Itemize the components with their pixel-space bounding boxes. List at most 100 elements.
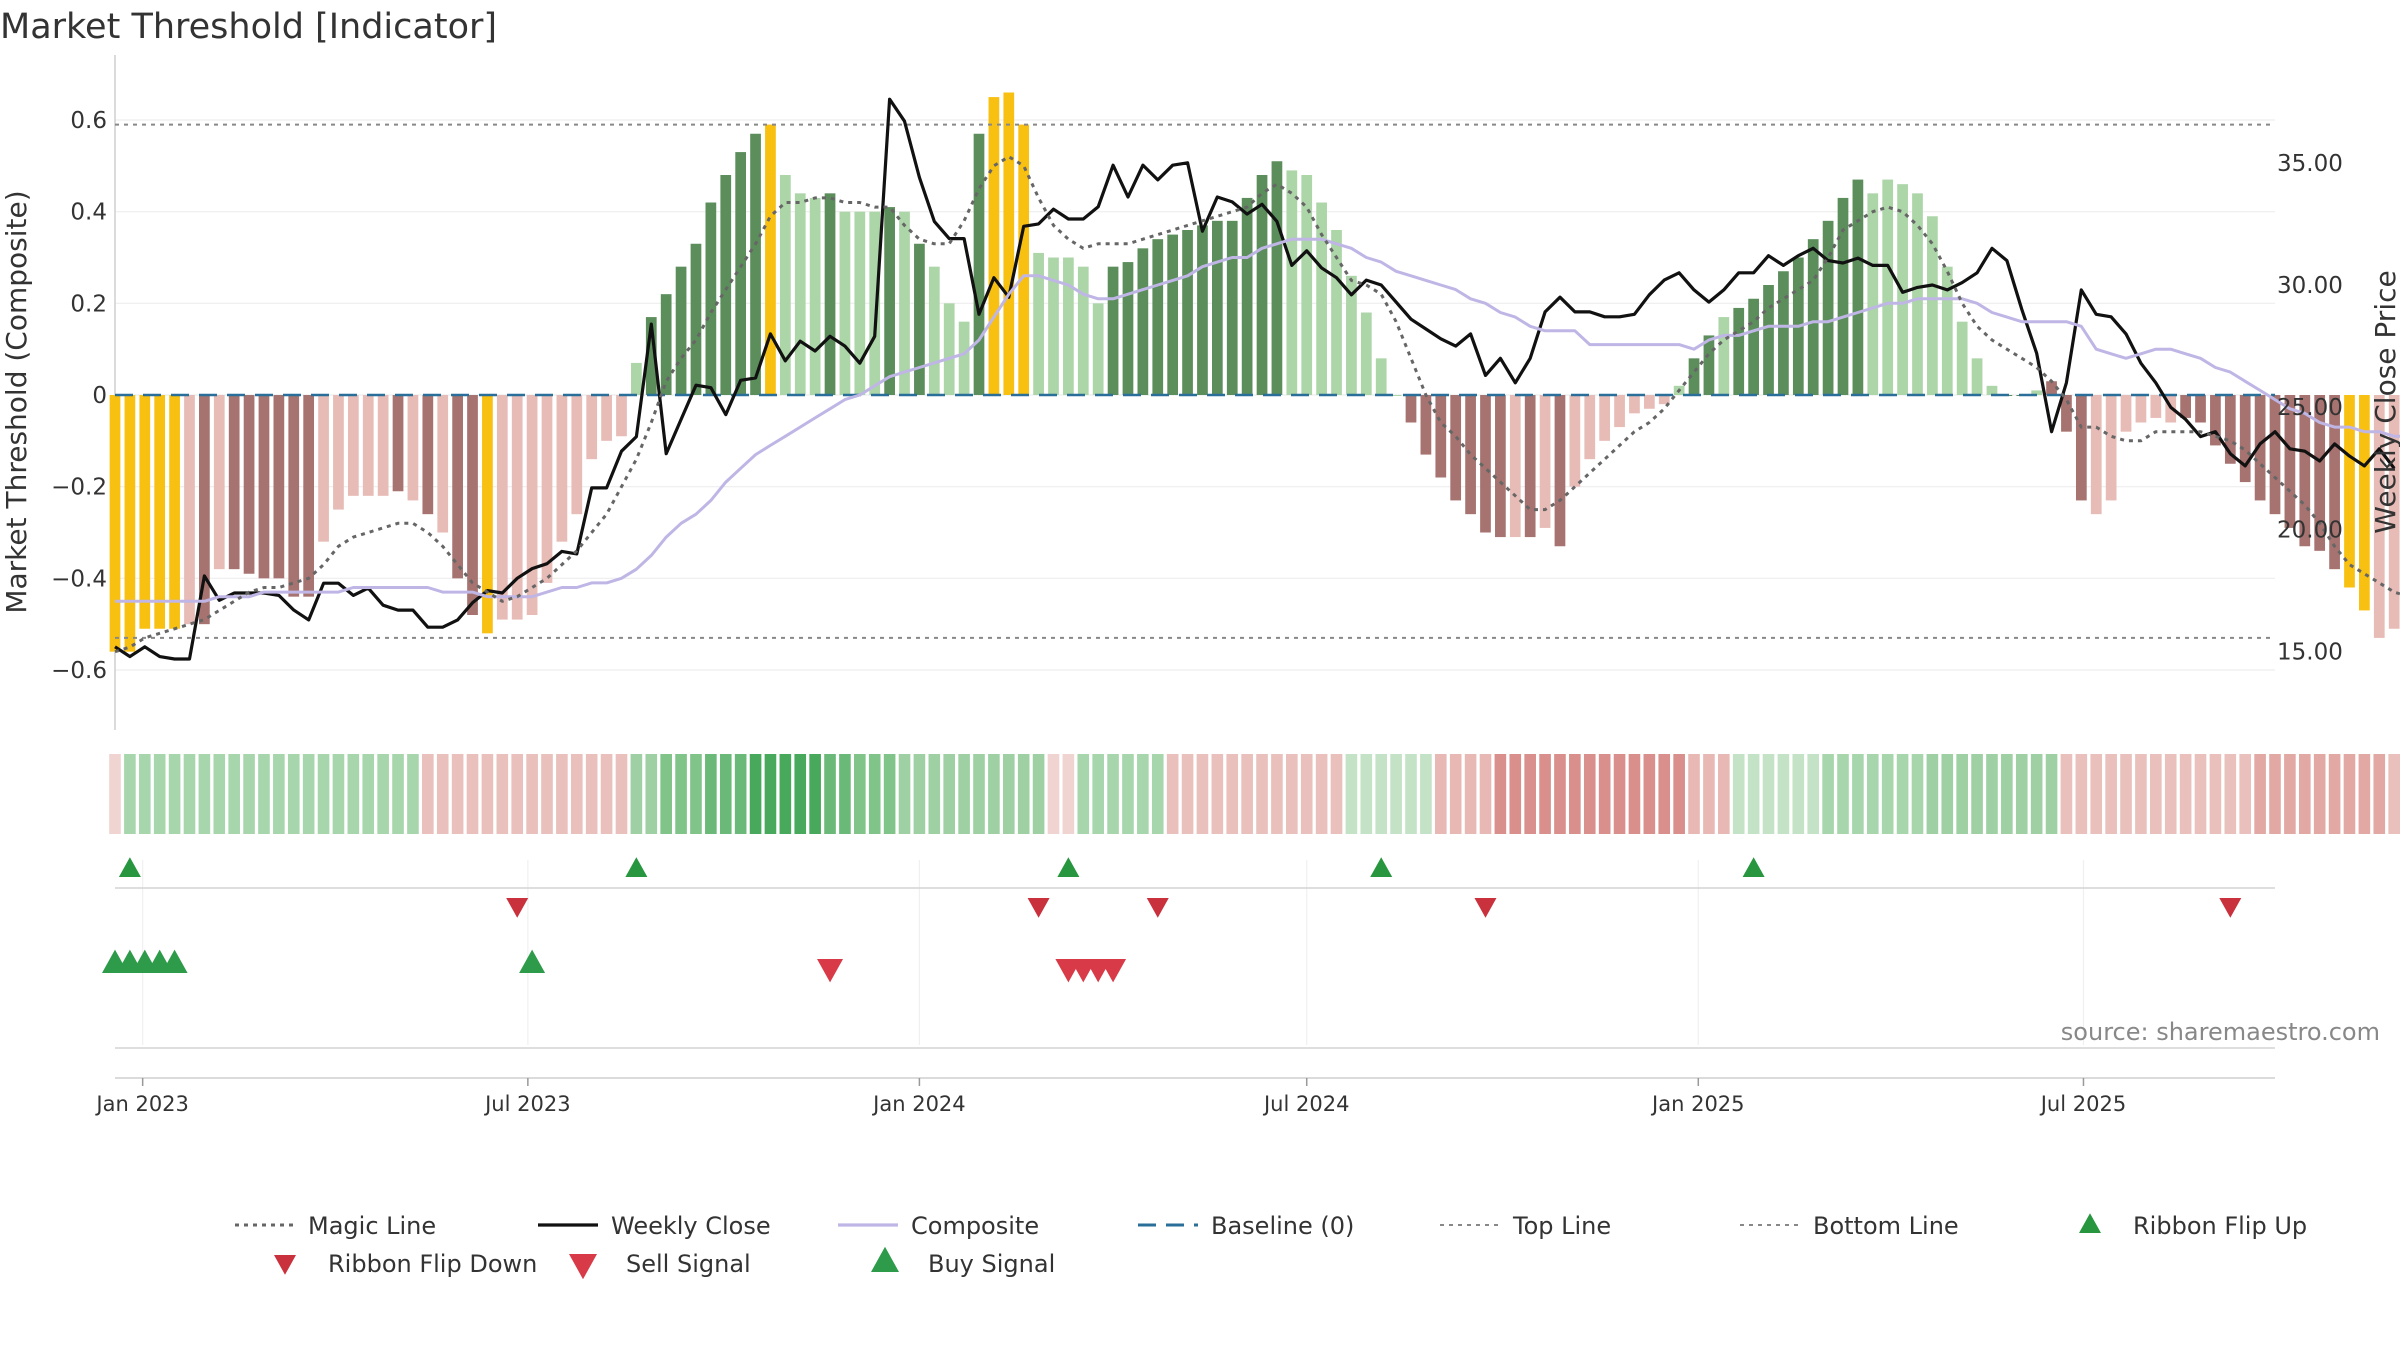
composite-bar xyxy=(1569,395,1581,487)
composite-bar xyxy=(899,211,910,395)
ribbon-cell xyxy=(1107,754,1119,834)
ribbon-cell xyxy=(302,754,315,834)
ribbon-cell xyxy=(1926,754,1939,834)
composite-bar xyxy=(958,321,970,395)
composite-bar xyxy=(333,395,344,510)
ribbon-cell xyxy=(451,754,464,834)
composite-bar xyxy=(2299,395,2311,547)
ribbon-cell xyxy=(1852,754,1864,834)
composite-bar xyxy=(973,133,985,395)
right-tick-label: 35.00 xyxy=(2277,151,2343,177)
composite-bar xyxy=(1778,271,1789,395)
ribbon-cell xyxy=(1837,754,1849,834)
left-tick-label: 0.4 xyxy=(70,200,107,226)
composite-bar xyxy=(422,395,434,515)
legend-swatch-triangle-up xyxy=(2079,1213,2101,1233)
ribbon-cell xyxy=(600,754,613,834)
right-y-ticks: 35.00 30.00 25.00 20.00 15.00 xyxy=(2277,151,2343,666)
ribbon-cell xyxy=(2388,754,2400,834)
composite-bar xyxy=(928,266,940,395)
composite-bar xyxy=(1629,395,1640,414)
ribbon-cell xyxy=(630,754,643,834)
legend-swatch-triangle-up xyxy=(871,1246,899,1272)
ribbon-cell xyxy=(2194,754,2207,834)
ribbon-flip-down-marker xyxy=(2219,898,2242,918)
ribbon-cell xyxy=(690,754,702,834)
ribbon-cell xyxy=(466,754,479,834)
legend-label: Sell Signal xyxy=(626,1250,751,1278)
ribbon-cell xyxy=(362,754,375,834)
ribbon-cell xyxy=(734,754,747,834)
composite-bar xyxy=(482,395,493,634)
ribbon-cell xyxy=(556,754,568,834)
composite-bar xyxy=(2344,395,2355,588)
right-axis-label: Weekly Close Price xyxy=(2369,270,2400,533)
x-axis-ticks: Jan 2023 Jul 2023 Jan 2024 Jul 2024 Jan 2025… xyxy=(94,1078,2126,1116)
x-tick-label: Jul 2023 xyxy=(483,1092,570,1116)
composite-bar xyxy=(1197,225,1208,395)
left-axis-label: Market Threshold (Composite) xyxy=(0,190,33,613)
composite-bar xyxy=(2105,395,2117,501)
composite-bar xyxy=(1360,312,1372,395)
composite-bar xyxy=(601,395,612,441)
ribbon-cell xyxy=(287,754,300,834)
x-tick-label: Jul 2025 xyxy=(2039,1092,2126,1116)
composite-bar xyxy=(1927,216,1938,395)
ribbon-cell xyxy=(1822,754,1834,834)
composite-bar xyxy=(1152,239,1164,395)
ribbon-cell xyxy=(392,754,404,834)
legend-label: Magic Line xyxy=(308,1212,436,1240)
composite-bar xyxy=(347,395,359,496)
composite-bar xyxy=(1852,179,1864,395)
ribbon-cell xyxy=(1300,754,1313,834)
sell-signal-marker xyxy=(817,959,844,983)
legend-label: Ribbon Flip Up xyxy=(2133,1212,2307,1240)
ribbon-cell xyxy=(1777,754,1790,834)
ribbon-cell xyxy=(1315,754,1328,834)
composite-bar xyxy=(2269,395,2281,515)
ribbon-cell xyxy=(2075,754,2088,834)
ribbon-cell xyxy=(1434,754,1447,834)
ribbon-cell xyxy=(958,754,970,834)
composite-bar xyxy=(1465,395,1476,515)
ribbon-cell xyxy=(2001,754,2013,834)
ribbon-cell xyxy=(660,754,672,834)
ribbon-flip-down-marker xyxy=(1474,898,1497,918)
composite-bar xyxy=(1211,220,1223,395)
right-tick-label: 15.00 xyxy=(2277,640,2343,666)
composite-bar xyxy=(869,211,881,395)
composite-bar xyxy=(1137,248,1149,395)
ribbon-cell xyxy=(645,754,658,834)
ribbon-cell xyxy=(2105,754,2117,834)
composite-bar xyxy=(884,207,895,395)
ribbon-cell xyxy=(1539,754,1551,834)
ribbon-cell xyxy=(1330,754,1343,834)
composite-bar xyxy=(2061,395,2072,432)
ribbon-cell xyxy=(1658,754,1671,834)
composite-bar xyxy=(1420,395,1432,455)
composite-bar xyxy=(1480,395,1491,533)
legend-swatch-triangle-down xyxy=(569,1254,597,1280)
ribbon-cell xyxy=(1971,754,1983,834)
legend: Magic Line Weekly Close Composite Baseline … xyxy=(235,1212,2307,1280)
composite-bar xyxy=(2195,395,2206,423)
ribbon-flip-up-marker xyxy=(1742,857,1765,877)
composite-bar xyxy=(1495,395,1506,538)
composite-bar xyxy=(1241,197,1253,395)
composite-bar xyxy=(1867,193,1879,395)
composite-bar xyxy=(109,395,121,652)
composite-bar xyxy=(1107,266,1119,395)
composite-bar xyxy=(1435,395,1447,478)
ribbon-cell xyxy=(496,754,509,834)
buy-signal-marker xyxy=(161,949,188,973)
ribbon-cell xyxy=(1077,754,1090,834)
ribbon-cell xyxy=(2373,754,2386,834)
ribbon-cell xyxy=(1181,754,1194,834)
ribbon-cell xyxy=(779,754,792,834)
left-tick-label: −0.4 xyxy=(51,566,107,592)
ribbon-cell xyxy=(1166,754,1179,834)
ribbon-cell xyxy=(2030,754,2043,834)
composite-bar xyxy=(1554,395,1566,547)
right-tick-label: 30.00 xyxy=(2277,273,2343,299)
